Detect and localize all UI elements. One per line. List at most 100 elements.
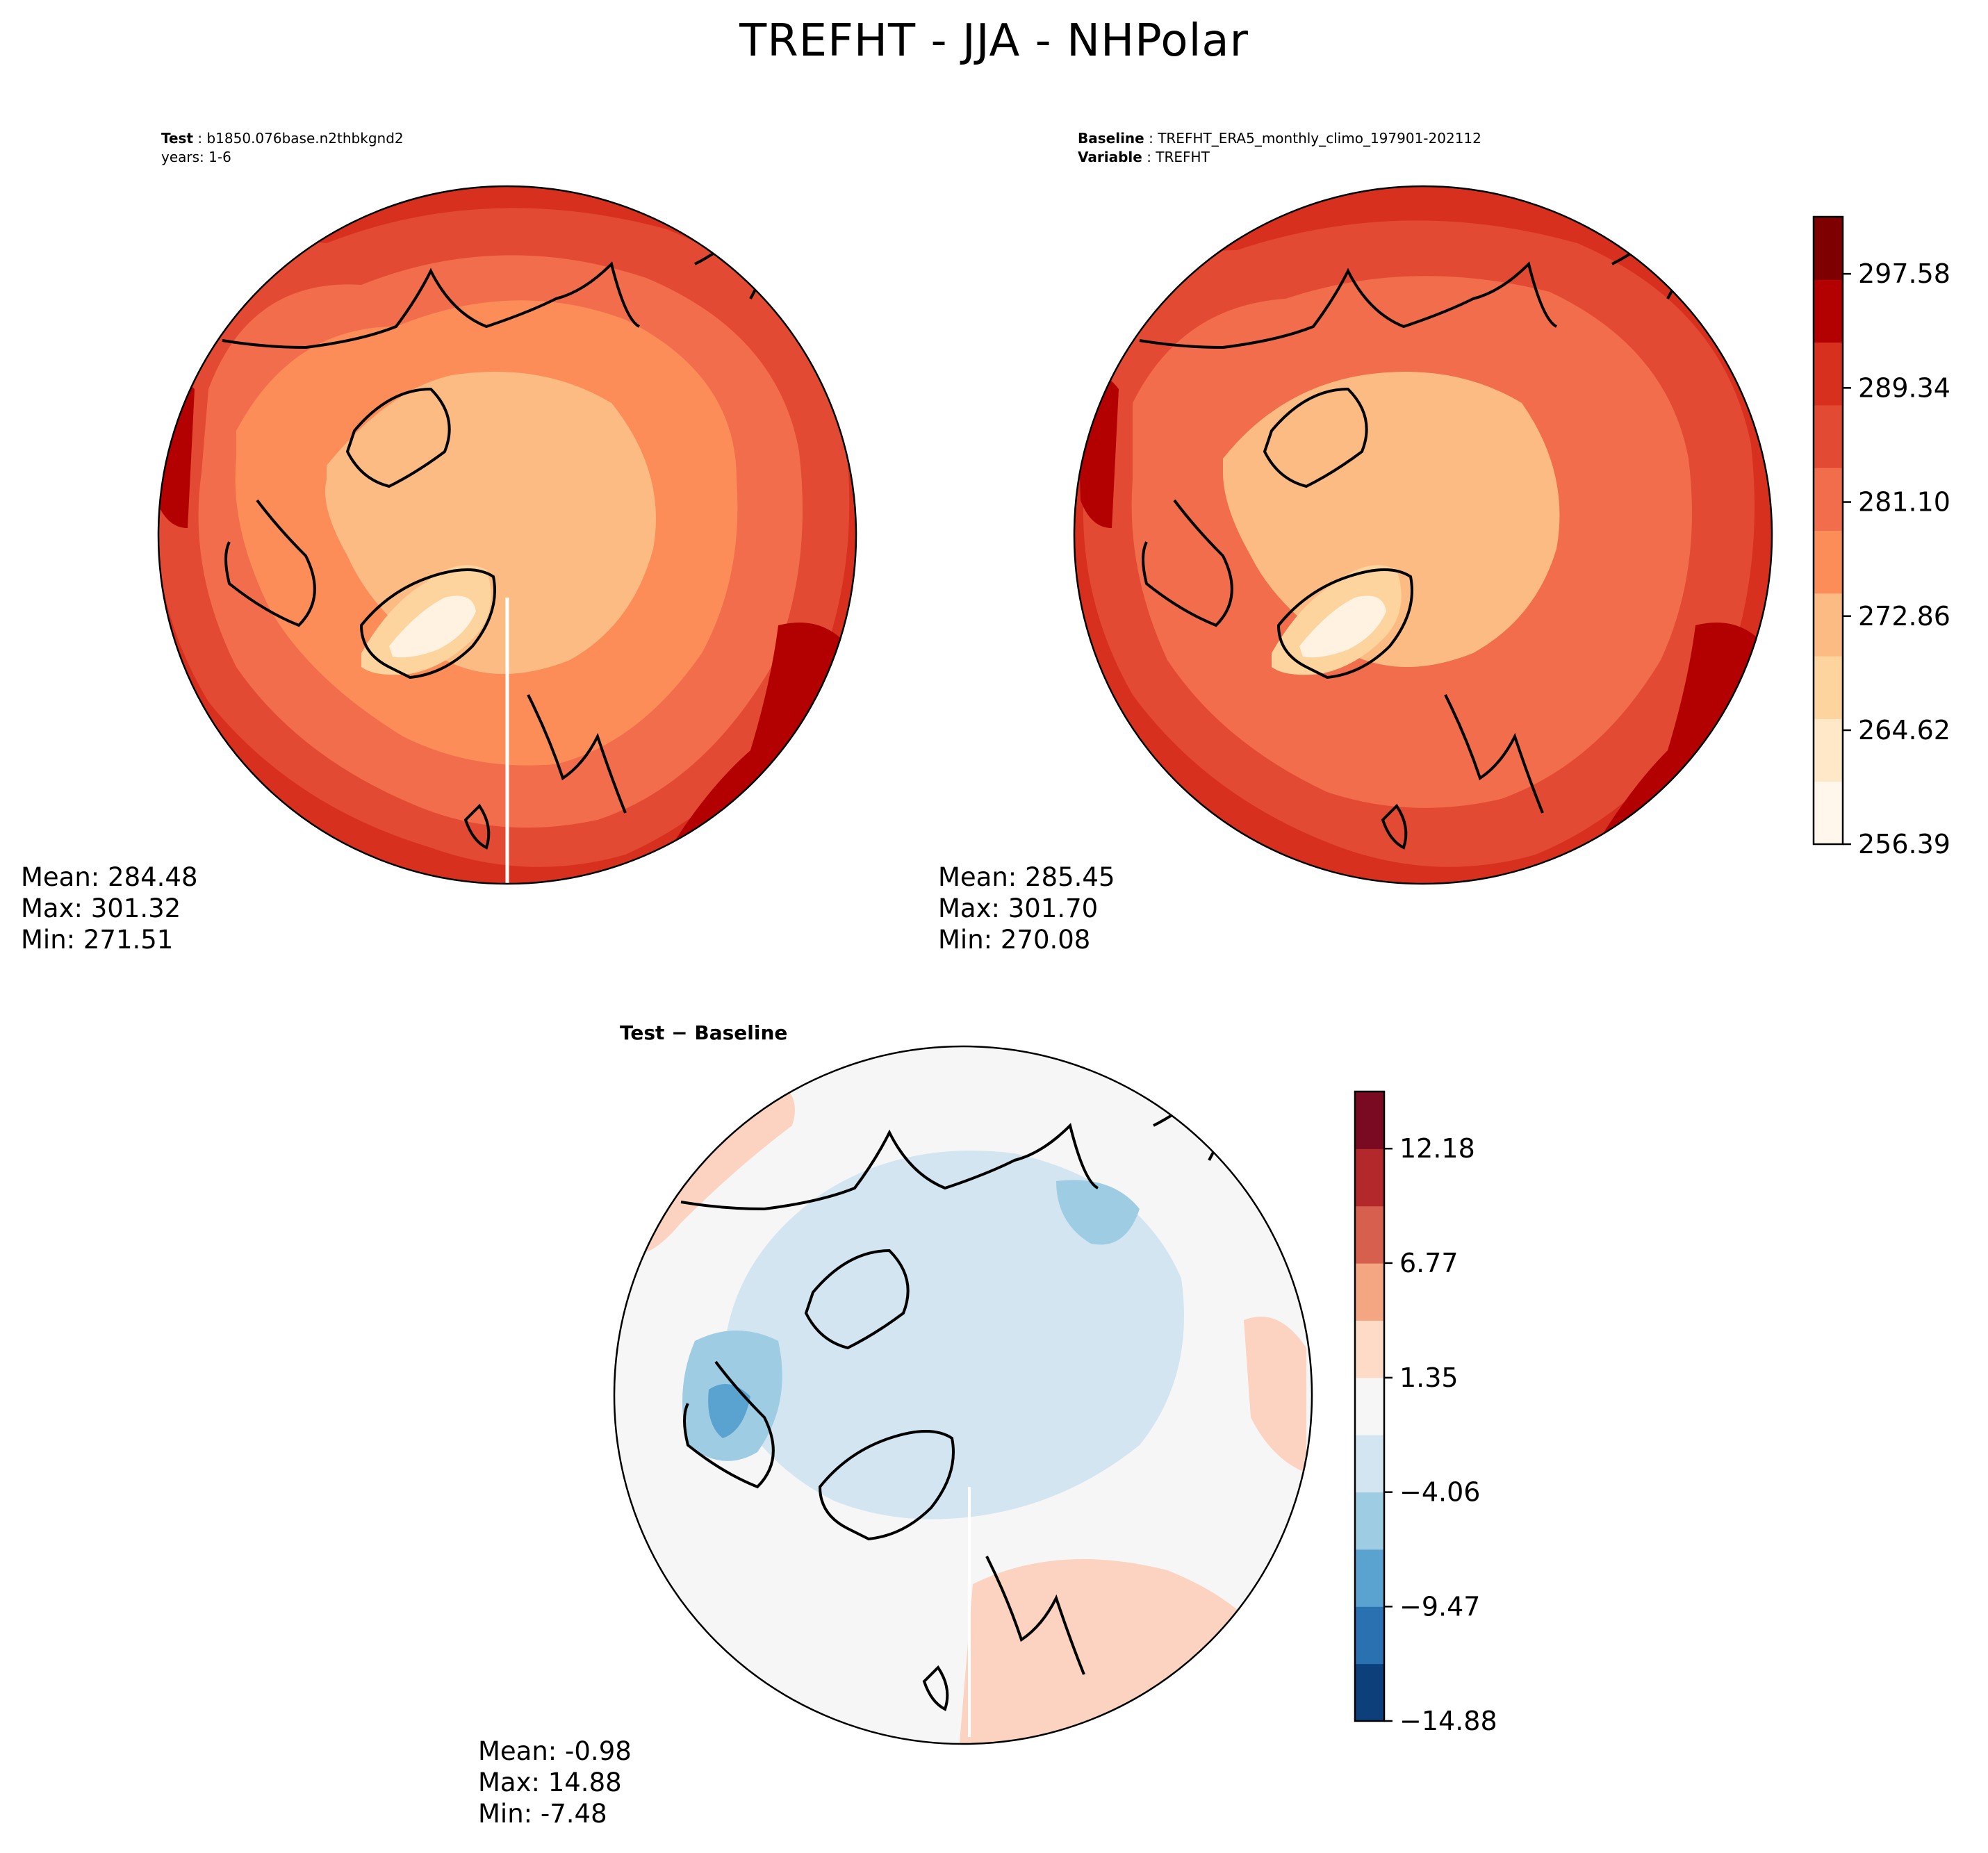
figure-title: TREFHT - JJA - NHPolar [739, 15, 1249, 67]
difference-map-border [613, 1045, 1313, 1745]
baseline-min: Min: 270.08 [938, 925, 1091, 955]
diverging-colorbar-segment [1355, 1549, 1384, 1607]
diverging-colorbar-segment [1355, 1148, 1384, 1207]
difference-coast-greenland [818, 1430, 955, 1541]
difference-stats: Mean: -0.98 Max: 14.88 Min: -7.48 [478, 1736, 632, 1829]
test-header-key: Test [161, 130, 194, 147]
test-min: Min: 271.51 [21, 925, 174, 955]
diverging-colorbar-tick-label: −9.47 [1399, 1591, 1480, 1622]
difference-map-fill [614, 1046, 1312, 1744]
variable-name: TREFHT [1156, 149, 1210, 165]
sequential-colorbar-tick-label: 272.86 [1858, 601, 1950, 632]
test-case-name: b1850.076base.n2thbkgnd2 [206, 130, 404, 147]
test-map-fill [158, 186, 856, 884]
sequential-colorbar-segment [1814, 593, 1843, 657]
diverging-colorbar-tick-label: −14.88 [1399, 1706, 1497, 1736]
diverging-colorbar-segment [1355, 1205, 1384, 1264]
diverging-colorbar-segment [1355, 1092, 1384, 1149]
sequential-colorbar-tick-label: 289.34 [1858, 372, 1950, 403]
test-coast-alaska [224, 499, 316, 627]
diverging-colorbar-segment [1355, 1606, 1384, 1665]
test-map [157, 185, 857, 885]
baseline-stats: Mean: 285.45 Max: 301.70 Min: 270.08 [938, 862, 1115, 955]
test-header-line-1: Test : b1850.076base.n2thbkgnd2 [161, 130, 404, 147]
sequential-colorbar-segment [1814, 530, 1843, 594]
diverging-colorbar-tick-label: 1.35 [1399, 1362, 1459, 1393]
baseline-map [1073, 185, 1773, 885]
baseline-hot-west [1077, 375, 1119, 528]
test-coast-eurasia [222, 261, 641, 349]
difference-map [613, 1045, 1313, 1745]
sequential-colorbar-frame [1812, 215, 1844, 846]
diverging-colorbar-tick-label: 12.18 [1399, 1133, 1475, 1164]
difference-coast-eurasia [680, 1123, 1099, 1211]
difference-warm-east [1244, 1317, 1306, 1473]
baseline-mean: Mean: 285.45 [938, 862, 1115, 892]
test-mean: Mean: 284.48 [21, 862, 198, 892]
test-coast-britain [463, 803, 491, 850]
baseline-coast-scandinavia [1444, 694, 1544, 814]
test-greenland-core [389, 595, 476, 658]
baseline-map-fill [1074, 186, 1772, 884]
difference-min: Min: -7.48 [478, 1799, 607, 1829]
sequential-colorbar-segment [1814, 781, 1843, 845]
baseline-header-line-1: Baseline : TREFHT_ERA5_monthly_climo_197… [1078, 130, 1481, 147]
difference-cool-arctic [723, 1151, 1184, 1520]
baseline-header: Baseline : TREFHT_ERA5_monthly_climo_197… [1078, 129, 1481, 167]
baseline-map-border [1073, 185, 1773, 885]
test-coast-islands [345, 387, 451, 488]
diverging-colorbar-segment [1355, 1377, 1384, 1435]
sequential-colorbar-segment [1814, 279, 1843, 343]
difference-max: Max: 14.88 [478, 1768, 622, 1797]
difference-coast-alaska [683, 1360, 775, 1489]
difference-header: Test − Baseline [620, 1021, 788, 1044]
test-header: Test : b1850.076base.n2thbkgnd2 years: 1… [161, 129, 404, 167]
baseline-band-arctic [1223, 372, 1560, 667]
baseline-coast-britain [1381, 803, 1408, 850]
baseline-header-line-2: Variable : TREFHT [1078, 149, 1210, 165]
test-header-line-2: years: 1-6 [161, 149, 231, 165]
diverging-colorbar-segment [1355, 1663, 1384, 1722]
diverging-colorbar-segment [1355, 1320, 1384, 1378]
baseline-hottest [1723, 709, 1772, 834]
difference-coast-scandinavia [985, 1556, 1085, 1675]
sequential-colorbar-segment [1814, 342, 1843, 406]
sequential-colorbar-tick-label: 281.10 [1858, 487, 1950, 518]
baseline-coast-alaska [1142, 499, 1233, 627]
test-stats: Mean: 284.48 Max: 301.32 Min: 271.51 [21, 862, 198, 955]
test-coast-scandinavia [527, 694, 627, 814]
difference-mean: Mean: -0.98 [478, 1736, 632, 1766]
baseline-max: Max: 301.70 [938, 893, 1099, 923]
difference-cold-core [708, 1384, 750, 1438]
diverging-colorbar-tick-label: 6.77 [1399, 1248, 1459, 1278]
sequential-colorbar-segment [1814, 217, 1843, 280]
difference-cool-siberia [1056, 1180, 1140, 1245]
diverging-colorbar-segment [1355, 1263, 1384, 1321]
sequential-colorbar-segment [1814, 404, 1843, 468]
diverging-colorbar-segment [1355, 1492, 1384, 1550]
sequential-colorbar-segment [1814, 718, 1843, 782]
test-map-border [157, 185, 857, 885]
diverging-colorbar-frame [1354, 1090, 1386, 1722]
variable-key: Variable [1078, 149, 1142, 165]
baseline-coast-greenland [1276, 568, 1413, 680]
sequential-colorbar-tick-label: 264.62 [1858, 715, 1950, 746]
test-max: Max: 301.32 [21, 893, 181, 923]
sequential-colorbar-segment [1814, 468, 1843, 531]
baseline-greenland-core [1299, 595, 1386, 658]
baseline-header-key: Baseline [1078, 130, 1144, 147]
sequential-colorbar-tick-label: 256.39 [1858, 829, 1950, 859]
difference-coastlines [680, 1089, 1245, 1711]
test-hottest [820, 709, 856, 834]
sequential-colorbar-tick-label: 297.58 [1858, 258, 1950, 289]
diverging-colorbar-tick-label: −4.06 [1399, 1477, 1480, 1508]
test-coast-greenland [359, 568, 496, 680]
difference-coast-britain [922, 1665, 949, 1711]
baseline-coast-islands [1263, 387, 1368, 488]
baseline-coast-eurasia [1139, 261, 1558, 349]
diverging-colorbar-segment [1355, 1435, 1384, 1493]
sequential-colorbar-segment [1814, 656, 1843, 719]
diverging-colorbar: −14.88 −9.47 −4.06 1.35 6.77 12.18 [1354, 1090, 1497, 1736]
